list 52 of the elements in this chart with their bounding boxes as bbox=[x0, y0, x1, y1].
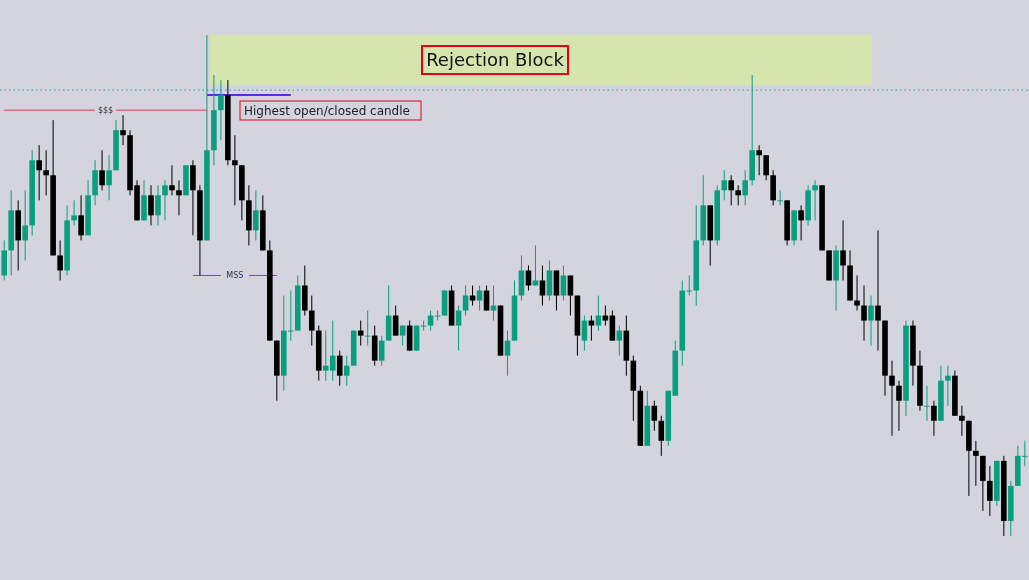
candlestick bbox=[721, 169, 728, 201]
series-label: MSS bbox=[226, 271, 244, 281]
candlestick bbox=[742, 169, 748, 206]
candlestick bbox=[539, 264, 546, 307]
band-label: Rejection Block bbox=[426, 49, 565, 71]
candlestick bbox=[343, 355, 350, 387]
candlestick bbox=[945, 365, 951, 407]
candlestick bbox=[798, 204, 804, 241]
candlestick bbox=[22, 189, 28, 261]
candlestick bbox=[560, 264, 567, 302]
annotation: Highest open/closed candle bbox=[244, 104, 410, 118]
candlestick bbox=[36, 144, 42, 201]
candlestick bbox=[777, 189, 783, 206]
candlestick bbox=[931, 400, 937, 437]
candlestick bbox=[567, 274, 574, 317]
candlestick bbox=[959, 405, 965, 437]
candlestick bbox=[756, 144, 762, 176]
candlestick bbox=[78, 194, 84, 241]
candlestick bbox=[106, 154, 112, 201]
candlestick bbox=[532, 244, 539, 286]
candlestick bbox=[169, 164, 175, 196]
candlestick bbox=[525, 264, 532, 292]
candlestick bbox=[120, 114, 126, 146]
candlestick bbox=[71, 199, 77, 226]
candlestick bbox=[232, 134, 238, 206]
candlestick bbox=[735, 184, 741, 206]
candlestick bbox=[57, 239, 63, 281]
candlestick bbox=[896, 380, 902, 432]
candlestick bbox=[854, 274, 860, 312]
candlestick bbox=[253, 189, 259, 241]
candlestick bbox=[162, 179, 168, 221]
candlestick bbox=[728, 174, 734, 206]
candlestick bbox=[987, 465, 993, 517]
candlestick bbox=[889, 360, 895, 437]
candlestick bbox=[861, 285, 867, 342]
candlestick bbox=[308, 295, 315, 347]
candlestick bbox=[868, 295, 874, 347]
series-label: $$$ bbox=[97, 106, 114, 116]
candlestick bbox=[336, 350, 343, 387]
candlestick bbox=[218, 79, 224, 141]
candlestick bbox=[43, 149, 49, 196]
candlestick bbox=[176, 179, 182, 216]
candlestick bbox=[973, 440, 979, 487]
candlestick bbox=[148, 184, 154, 226]
candlestick bbox=[840, 219, 846, 281]
candlestick bbox=[763, 154, 769, 181]
candlestick bbox=[155, 184, 161, 226]
candlestick bbox=[812, 179, 818, 221]
candlestick bbox=[99, 149, 105, 191]
candlestick bbox=[357, 320, 364, 347]
candlestick bbox=[924, 385, 930, 422]
candlestick bbox=[875, 229, 881, 352]
